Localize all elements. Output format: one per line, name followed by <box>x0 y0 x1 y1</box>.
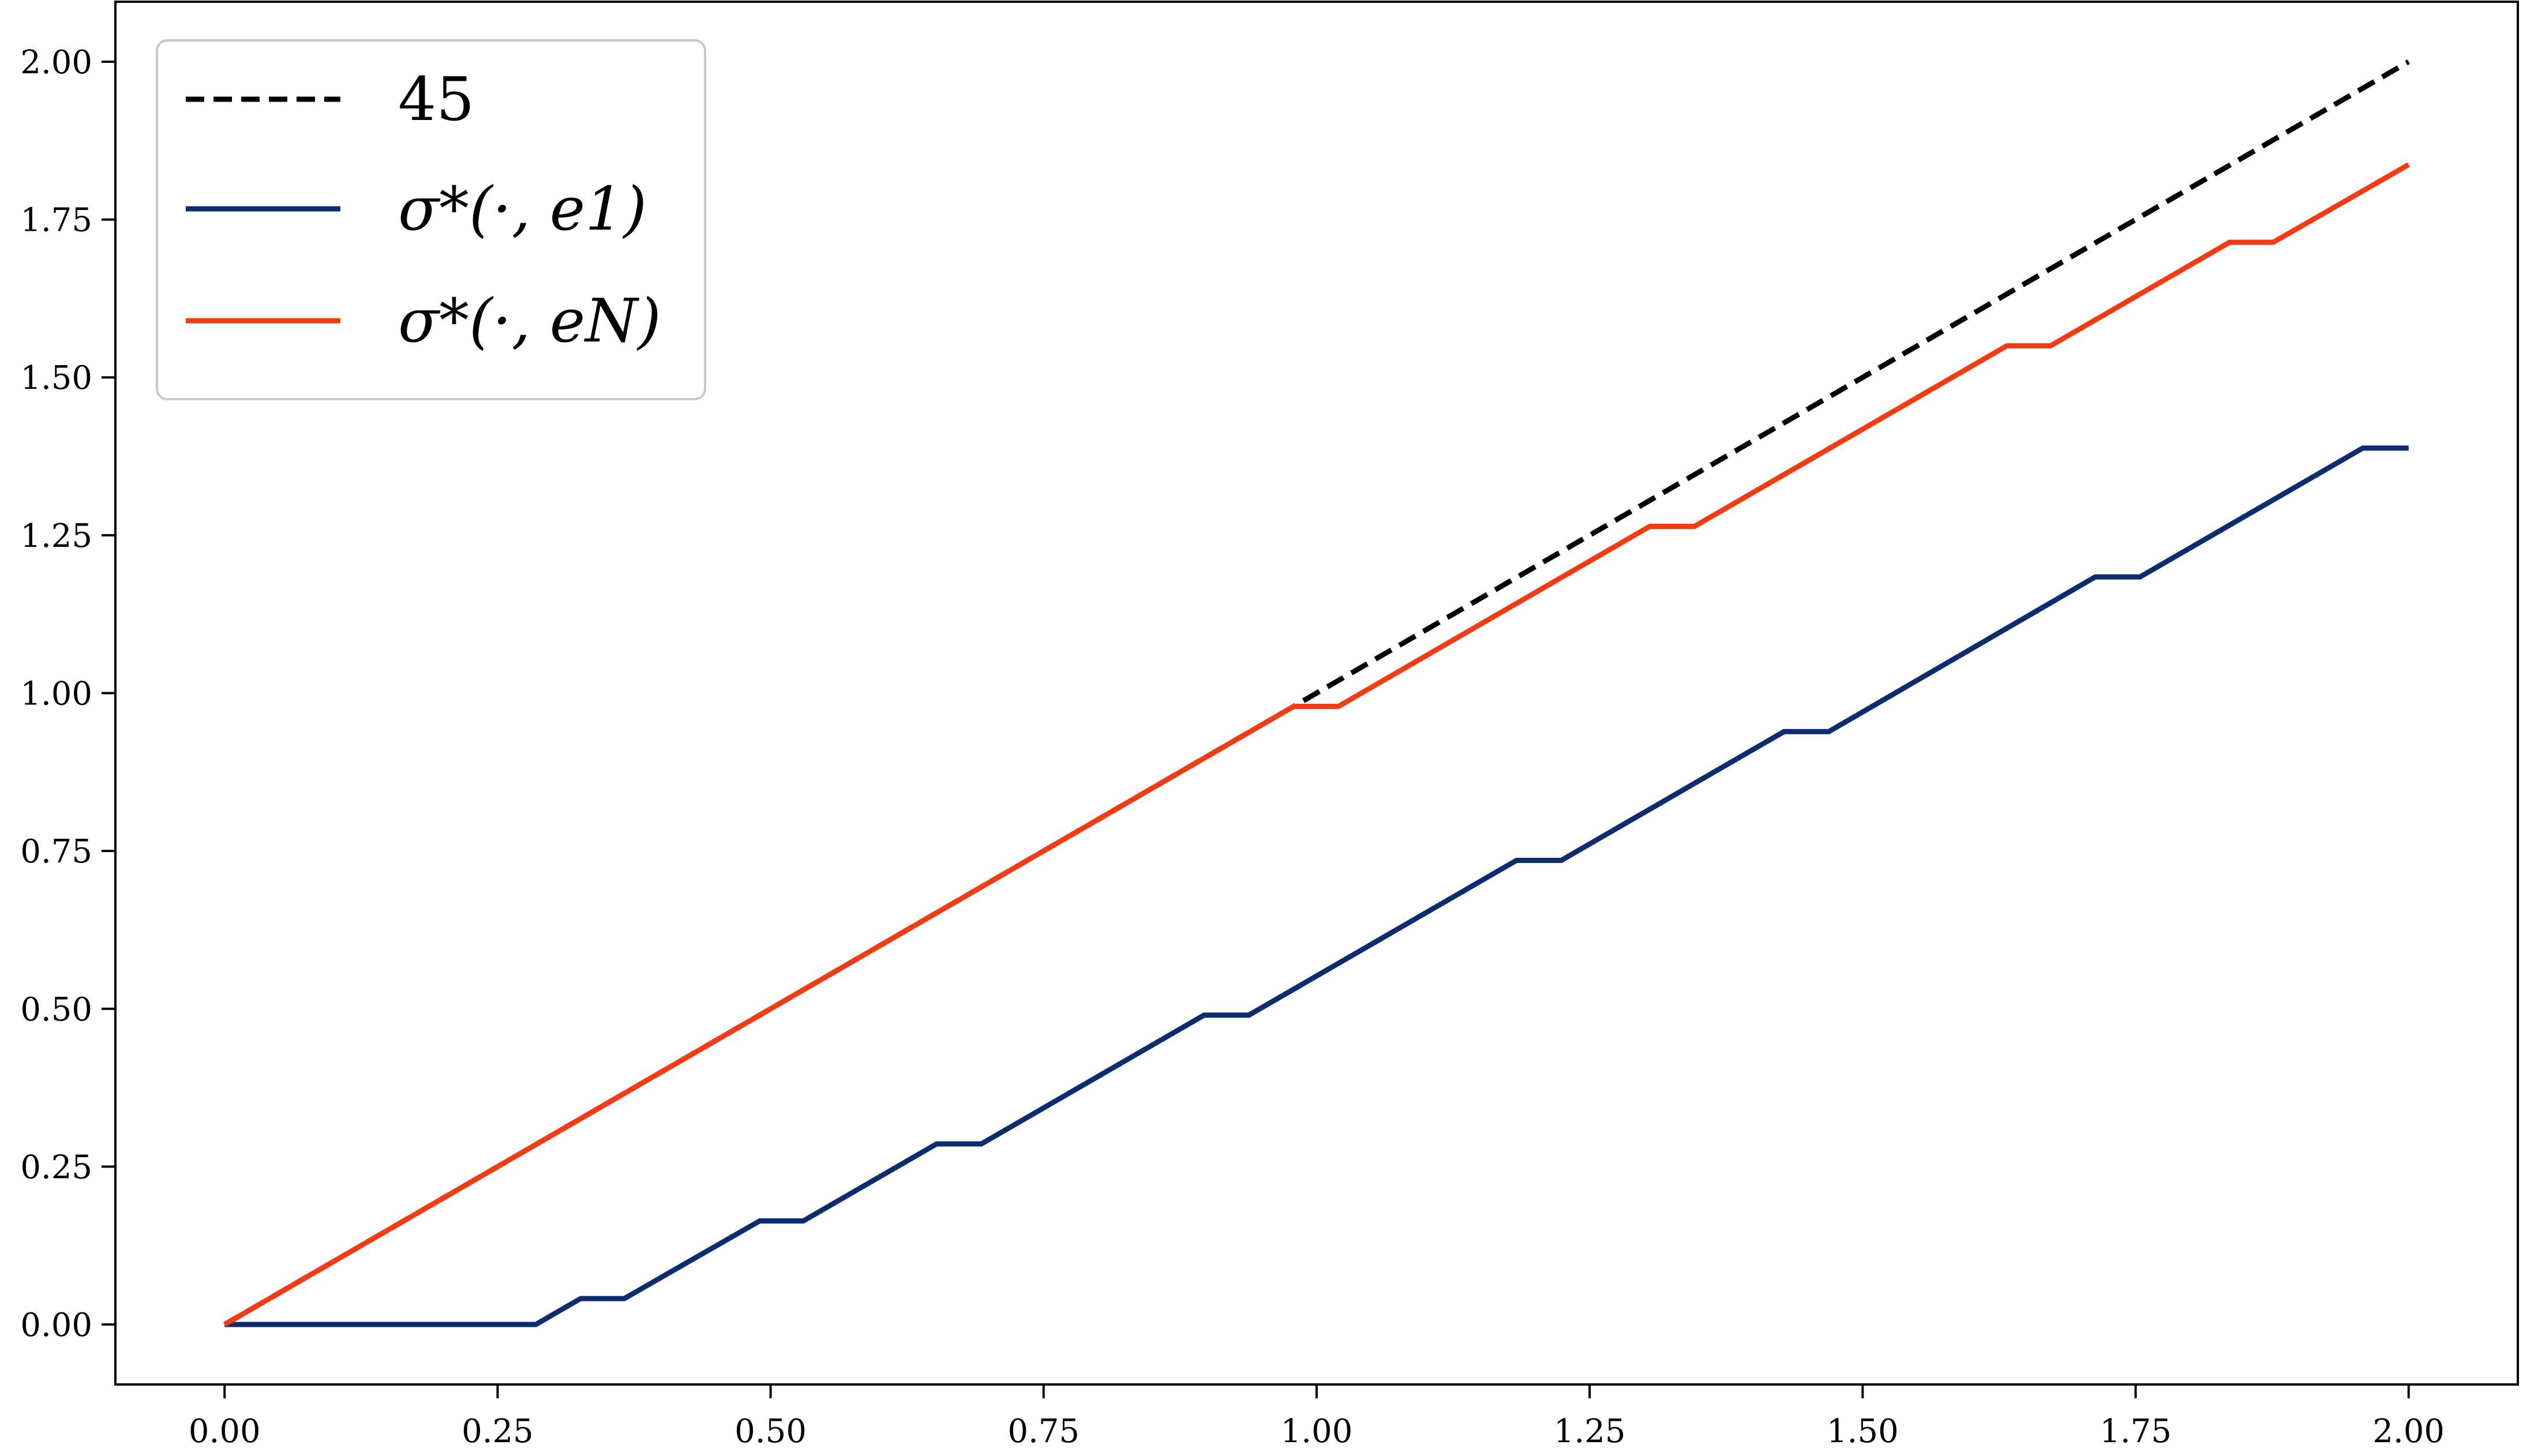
y-tick-label: 2.00 <box>20 44 92 81</box>
x-tick-label: 0.25 <box>462 1413 534 1450</box>
legend: 45 σ*(·, e1) σ*(·, eN) <box>156 39 706 400</box>
x-tick-label: 1.00 <box>1281 1413 1353 1450</box>
y-tick-label: 1.75 <box>20 202 92 239</box>
series-line-2 <box>223 162 2410 1327</box>
legend-label-sigma-e1: σ*(·, e1) <box>398 174 647 244</box>
y-tick-label: 1.25 <box>20 517 92 555</box>
y-tick-label: 1.00 <box>20 676 92 713</box>
legend-label-45: 45 <box>398 64 474 134</box>
series-layer <box>223 59 2410 1327</box>
x-tick-label: 0.00 <box>189 1413 261 1450</box>
x-tick-label: 0.50 <box>734 1413 807 1450</box>
legend-label-sigma-eN: σ*(·, eN) <box>398 286 661 356</box>
x-tick-label: 1.75 <box>2100 1413 2172 1450</box>
y-axis: 0.00 0.25 0.50 0.75 1.00 1.25 1.50 1.75 2.00 <box>20 44 115 1344</box>
x-tick-label: 1.50 <box>1827 1413 1899 1450</box>
y-tick-label: 0.00 <box>20 1307 92 1344</box>
y-tick-label: 0.50 <box>20 991 92 1029</box>
x-tick-label: 2.00 <box>2372 1413 2445 1450</box>
x-tick-label: 1.25 <box>1554 1413 1626 1450</box>
legend-box <box>156 39 706 400</box>
y-tick-label: 0.25 <box>20 1149 92 1186</box>
y-tick-label: 0.75 <box>20 833 92 870</box>
series-line-1 <box>224 445 2409 1327</box>
y-tick-label: 1.50 <box>20 359 92 397</box>
x-axis: 0.00 0.25 0.50 0.75 1.00 1.25 1.50 1.75 2.00 <box>189 1384 2445 1450</box>
x-tick-label: 0.75 <box>1007 1413 1079 1450</box>
